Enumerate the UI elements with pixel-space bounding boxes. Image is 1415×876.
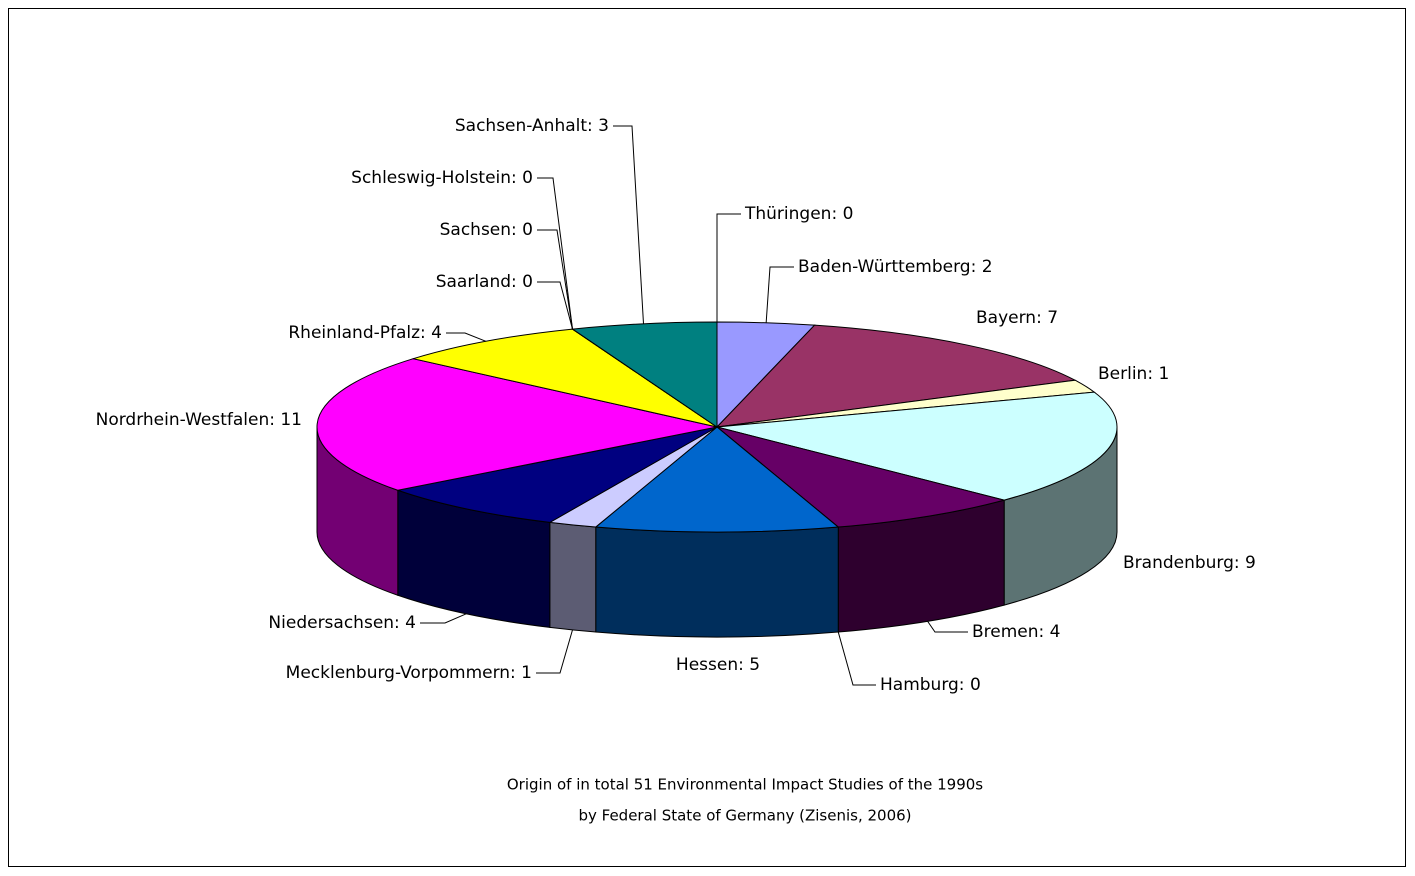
data-label: Mecklenburg-Vorpommern: 1 [286,663,532,683]
data-label: Brandenburg: 9 [1123,553,1256,573]
data-label: Niedersachsen: 4 [268,613,416,633]
leader-line [537,177,573,330]
slice [715,324,1077,428]
slice [571,321,718,428]
data-label: Rheinland-Pfalz: 4 [288,323,442,343]
data-label: Nordrhein-Westfalen: 11 [96,410,302,430]
leader-line [716,213,741,322]
slice [395,426,718,523]
data-label: Schleswig-Holstein: 0 [351,168,533,188]
leader-line [837,631,876,686]
data-label: Bremen: 4 [972,622,1060,642]
data-label: Sachsen-Anhalt: 3 [455,116,609,136]
slice [716,391,1118,501]
leader-line [613,125,644,324]
data-label: Hamburg: 0 [880,675,981,695]
leader-line [446,332,487,342]
leader-line [537,281,573,330]
slice-side [595,526,839,638]
leader-line [765,266,794,323]
data-label: Thüringen: 0 [744,204,853,224]
leader-line [420,613,467,624]
leader-line [927,620,968,633]
data-label: Saarland: 0 [436,272,533,292]
chart-title: Origin of in total 51 Environmental Impa… [507,776,983,794]
leader-line [537,229,573,330]
slice-side [549,521,597,633]
slice [316,358,718,491]
chart-subtitle: by Federal State of Germany (Zisenis, 20… [578,807,911,825]
data-label: Berlin: 1 [1098,364,1169,384]
data-label: Bayern: 7 [976,308,1058,328]
slice [716,426,1007,528]
leader-line [536,629,573,674]
data-label: Sachsen: 0 [440,220,533,240]
slice [594,426,840,533]
data-label: Hessen: 5 [676,655,760,675]
data-label: Baden-Württemberg: 2 [798,257,993,277]
